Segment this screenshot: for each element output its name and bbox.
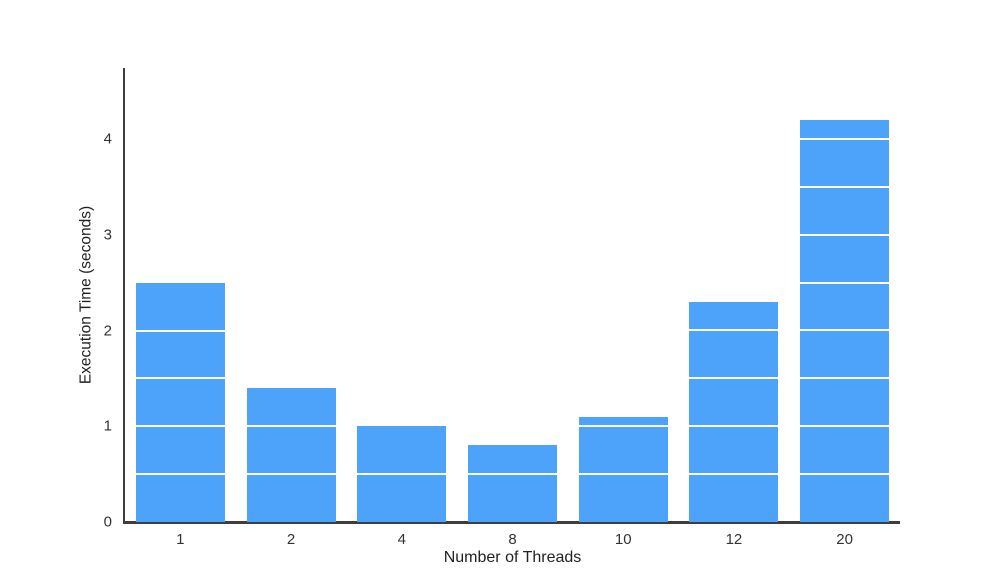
y-tick-label: 0 — [103, 513, 112, 531]
bar — [246, 387, 336, 522]
grid-line — [800, 329, 890, 332]
x-tick-label: 20 — [836, 531, 853, 548]
grid-line — [800, 185, 890, 188]
bar — [135, 282, 225, 522]
grid-line — [246, 473, 336, 476]
bar — [468, 445, 557, 522]
grid-line — [800, 425, 890, 428]
grid-line — [135, 425, 225, 428]
grid-line — [246, 425, 336, 428]
x-tick-label: 8 — [508, 531, 517, 548]
x-tick-label: 1 — [176, 531, 185, 548]
y-tick-label: 2 — [103, 322, 112, 339]
x-tick-label: 10 — [614, 531, 632, 548]
grid-line — [135, 329, 225, 332]
grid-line — [800, 377, 890, 380]
grid-line — [800, 137, 890, 140]
grid-line — [689, 473, 779, 476]
bar — [578, 416, 668, 522]
grid-line — [800, 281, 890, 284]
grid-line — [800, 473, 890, 476]
x-tick-label: 4 — [397, 531, 406, 548]
grid-line — [468, 473, 557, 476]
x-tick-label: 12 — [725, 531, 743, 548]
bar — [357, 426, 447, 522]
grid-line — [135, 473, 225, 476]
y-tick-label: 3 — [103, 226, 112, 244]
grid-line — [357, 473, 447, 476]
grid-line — [578, 473, 668, 476]
grid-line — [689, 425, 779, 428]
bar — [689, 301, 779, 522]
grid-line — [578, 425, 668, 428]
x-axis-line — [123, 521, 900, 524]
x-axis-title: Number of Threads — [443, 549, 582, 566]
grid-line — [135, 377, 225, 380]
bar — [800, 119, 890, 522]
y-tick-label: 4 — [103, 130, 112, 148]
grid-line — [689, 329, 779, 332]
grid-line — [689, 377, 779, 380]
y-axis-line — [123, 68, 125, 523]
grid-line — [800, 233, 890, 236]
y-tick-label: 1 — [103, 417, 112, 435]
x-tick-label: 2 — [286, 531, 296, 548]
